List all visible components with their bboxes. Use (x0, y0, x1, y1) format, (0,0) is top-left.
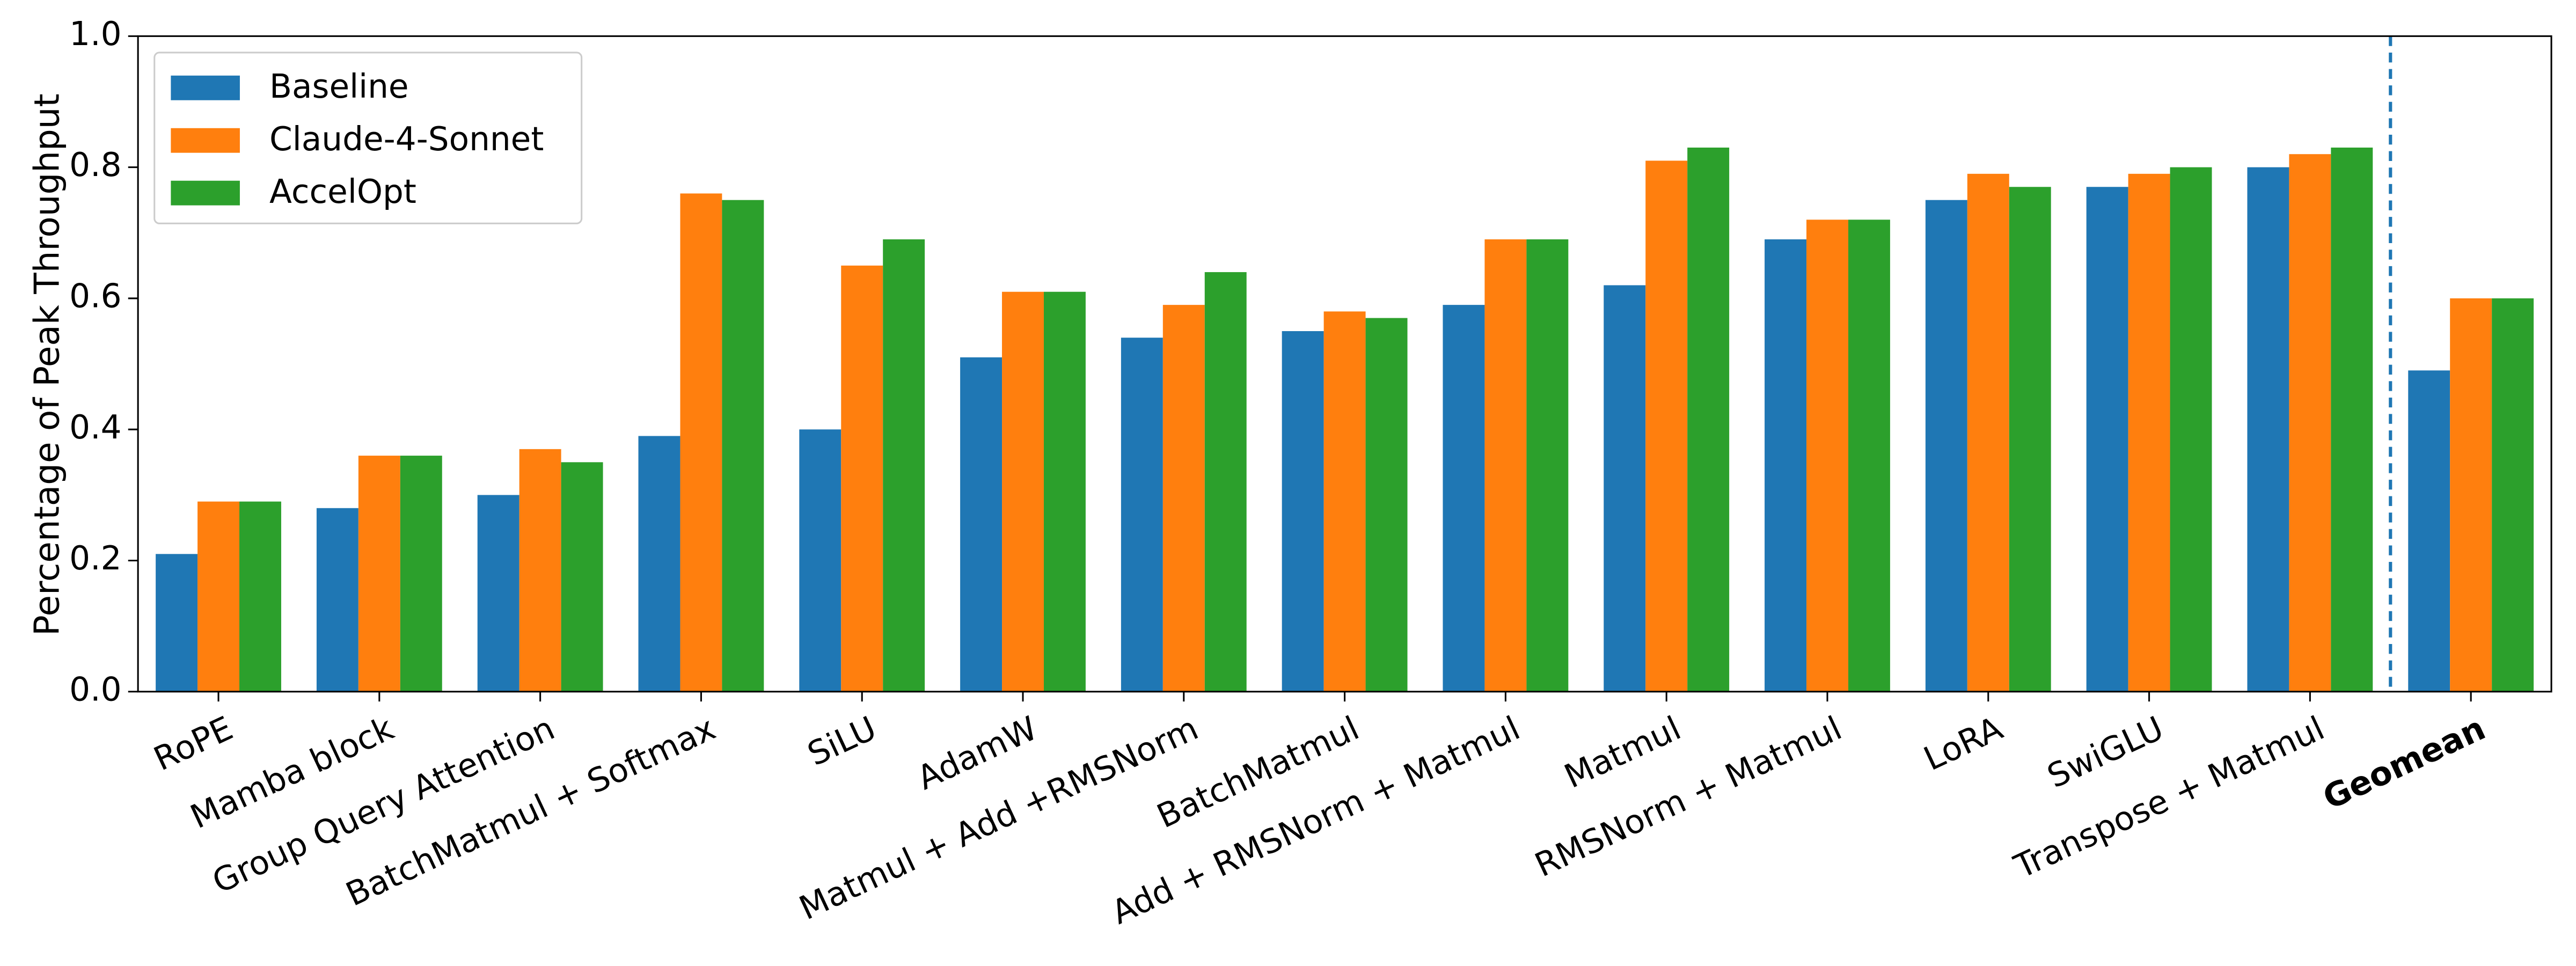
bar (638, 436, 680, 692)
x-tick-label: Matmul (1558, 709, 1686, 795)
bar (519, 449, 561, 692)
legend-label: AccelOpt (269, 173, 416, 211)
x-tick-label: AdamW (911, 709, 1043, 797)
legend-label: Baseline (269, 68, 409, 106)
legend-swatch (171, 128, 240, 153)
bar (841, 265, 883, 692)
bar (1526, 239, 1569, 692)
x-tick-label: Transpose + Matmul (2008, 709, 2330, 886)
bar (1765, 239, 1807, 692)
bar (1162, 305, 1205, 692)
x-tick-label: RMSNorm + Matmul (1529, 709, 1848, 884)
bar (1121, 338, 1163, 692)
bar (1323, 311, 1366, 692)
x-tick-label: LoRA (1918, 709, 2008, 778)
bar (358, 456, 400, 692)
y-tick-label: 0.0 (69, 670, 121, 708)
bar (561, 462, 603, 692)
plot-frame (137, 35, 2552, 693)
bar (1806, 219, 1848, 692)
bar (960, 357, 1002, 692)
bar (1204, 272, 1247, 692)
bar (722, 200, 764, 692)
bar (2408, 370, 2450, 692)
y-tick-label: 0.2 (69, 539, 121, 577)
bar (2170, 167, 2212, 692)
y-tick-label: 0.6 (69, 277, 121, 316)
y-tick-label: 1.0 (69, 15, 121, 53)
bar (1967, 173, 2009, 692)
bar (2128, 173, 2170, 692)
bar (1687, 147, 1730, 692)
legend-swatch (171, 75, 240, 100)
bar (1925, 200, 1967, 692)
bar (799, 429, 841, 692)
bar (2009, 187, 2051, 692)
x-tick-label: Geomean (2317, 709, 2491, 817)
y-tick-label: 0.8 (69, 146, 121, 184)
bar (1365, 318, 1408, 692)
bar (2450, 298, 2492, 692)
bar (316, 508, 358, 692)
x-tick-label: SiLU (802, 709, 882, 773)
bar (680, 193, 722, 692)
legend-box (153, 52, 583, 224)
bar (477, 495, 519, 692)
bar (1002, 291, 1044, 692)
bar (1043, 291, 1086, 692)
bar (1484, 239, 1527, 692)
legend-label: Claude-4-Sonnet (269, 120, 544, 158)
bar (1282, 331, 1324, 692)
bar (2492, 298, 2534, 692)
y-axis-label: Percentage of Peak Throughput (27, 93, 67, 636)
bar (1645, 160, 1688, 692)
y-tick-label: 0.4 (69, 408, 121, 447)
legend-swatch (171, 180, 240, 206)
bar (2247, 167, 2289, 692)
bar (239, 501, 281, 692)
bar (156, 554, 198, 692)
bar (400, 456, 442, 692)
x-tick-label: SwiGLU (2041, 709, 2169, 795)
bar (2331, 147, 2373, 692)
bar (2289, 154, 2331, 692)
bar (2086, 187, 2128, 692)
bar (1848, 219, 1890, 692)
bar (197, 501, 240, 692)
bar (1604, 285, 1646, 692)
bar (883, 239, 925, 692)
bar (1443, 305, 1485, 692)
x-tick-label: RoPE (148, 709, 239, 778)
